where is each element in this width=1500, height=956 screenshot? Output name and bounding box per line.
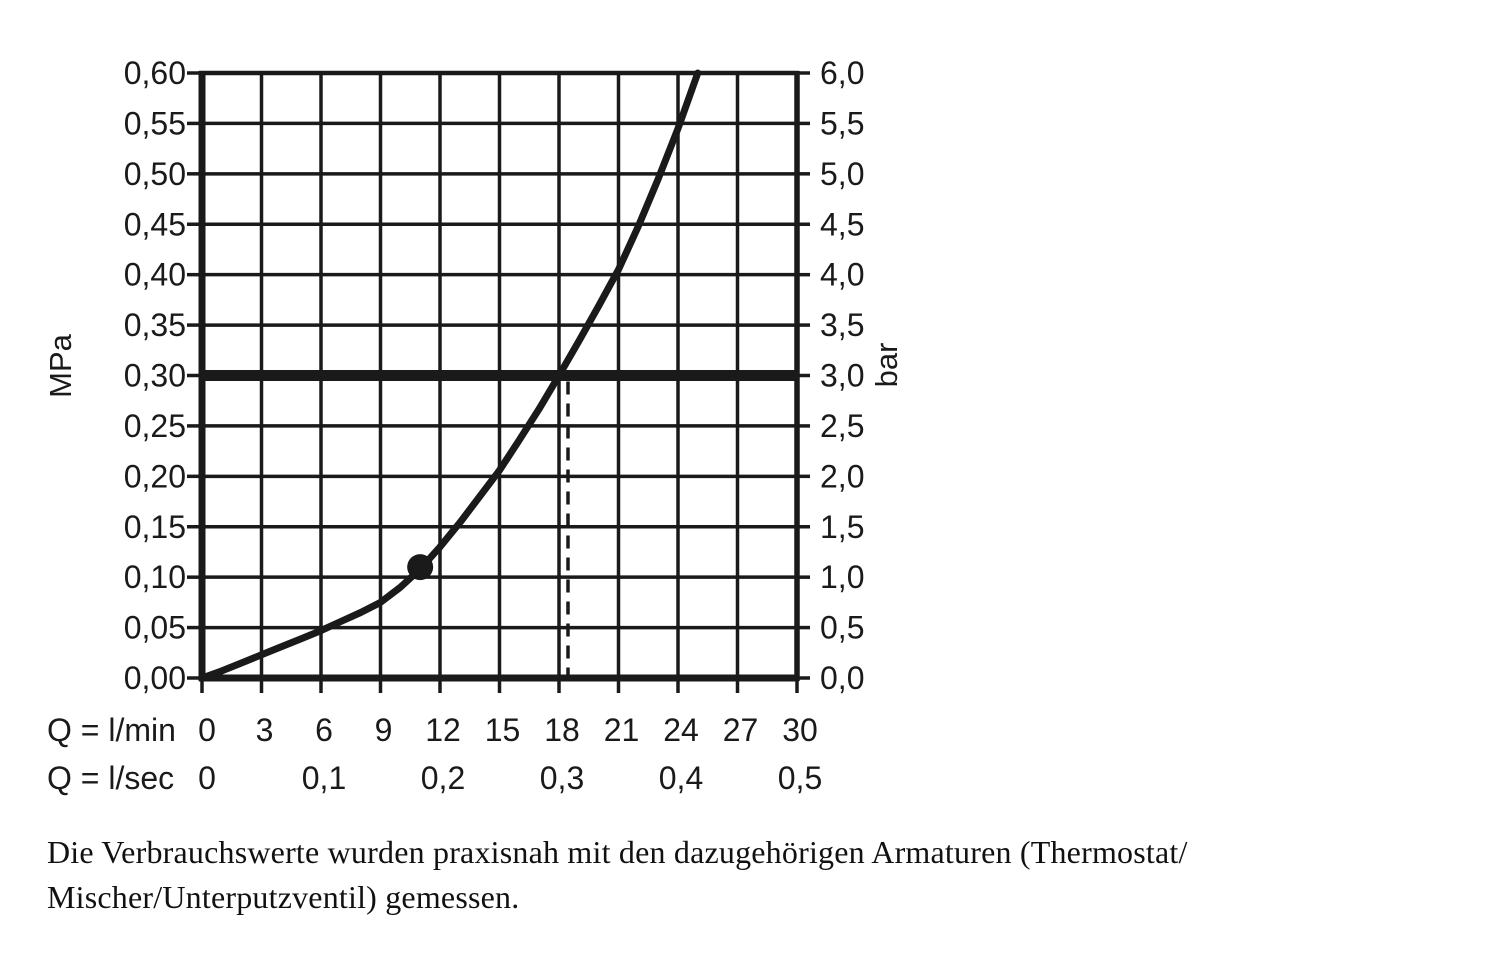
- right-axis-tick-label: 4,5: [820, 206, 864, 242]
- left-axis-tick-label: 0,45: [124, 206, 186, 242]
- x-axis-tick-label: 0,5: [778, 760, 822, 796]
- left-axis-tick-label: 0,30: [124, 358, 186, 394]
- right-axis-tick-label: 2,5: [820, 408, 864, 444]
- right-axis-tick-label: 1,5: [820, 509, 864, 545]
- x-axis-tick-label: 21: [604, 712, 640, 748]
- x-axis-tick-label: 30: [782, 712, 818, 748]
- left-axis-tick-label: 0,50: [124, 156, 186, 192]
- x-axis-tick-label: 9: [375, 712, 393, 748]
- x-axis-row-label: Q = l/min: [47, 712, 176, 748]
- caption-line-1: Die Verbrauchswerte wurden praxisnah mit…: [47, 834, 1188, 870]
- x-axis-tick-label: 18: [544, 712, 580, 748]
- right-axis-tick-label: 0,0: [820, 660, 864, 696]
- left-axis-tick-label: 0,60: [124, 55, 186, 91]
- right-axis-tick-label: 5,5: [820, 105, 864, 141]
- right-axis-tick-label: 1,0: [820, 559, 864, 595]
- left-axis-tick-label: 0,40: [124, 257, 186, 293]
- caption-line-2: Mischer/Unterputzventil) gemessen.: [47, 879, 520, 915]
- left-axis-tick-label: 0,10: [124, 559, 186, 595]
- x-axis-row-lmin: Q = l/min 0 3 6 9 12 15 18 21 24 27 30: [47, 712, 818, 748]
- grid: [202, 73, 797, 678]
- left-axis-unit-label: MPa: [43, 333, 78, 398]
- x-axis-tick-label: 0: [198, 760, 216, 796]
- right-axis-tick-label: 3,0: [820, 358, 864, 394]
- right-axis-tick-label: 5,0: [820, 156, 864, 192]
- left-axis-tick-label: 0,00: [124, 660, 186, 696]
- right-axis-tick-label: 0,5: [820, 610, 864, 646]
- right-axis-unit-label: bar: [869, 343, 904, 388]
- flow-pressure-curve: [198, 69, 702, 682]
- x-axis-tick-label: 24: [663, 712, 699, 748]
- x-axis-tick-label: 0,4: [659, 760, 703, 796]
- x-axis-tick-label: 0,2: [421, 760, 465, 796]
- x-axis-row-lsec: Q = l/sec 0 0,1 0,2 0,3 0,4 0,5: [47, 760, 822, 796]
- left-axis-tick-label: 0,20: [124, 458, 186, 494]
- left-axis-tick-label: 0,05: [124, 610, 186, 646]
- right-axis-tick-label: 3,5: [820, 307, 864, 343]
- axis-labels: 0,60 0,55 0,50 0,45 0,40 0,35 0,30 0,25 0,20 0,15…: [43, 55, 904, 696]
- left-axis-tick-label: 0,35: [124, 307, 186, 343]
- x-axis-tick-label: 0,3: [540, 760, 584, 796]
- data-point-marker: [407, 554, 434, 581]
- x-axis-tick-label: 27: [723, 712, 759, 748]
- right-axis-tick-label: 2,0: [820, 458, 864, 494]
- x-axis-tick-label: 15: [485, 712, 521, 748]
- right-axis-tick-label: 6,0: [820, 55, 864, 91]
- x-axis-tick-label: 6: [315, 712, 333, 748]
- x-axis-tick-label: 0: [198, 712, 216, 748]
- x-axis-tick-label: 12: [425, 712, 461, 748]
- caption: Die Verbrauchswerte wurden praxisnah mit…: [47, 830, 1407, 920]
- axis-ticks: [187, 71, 810, 693]
- x-axis-row-label: Q = l/sec: [47, 760, 174, 796]
- left-axis-tick-label: 0,55: [124, 105, 186, 141]
- left-axis-tick-label: 0,25: [124, 408, 186, 444]
- x-axis-tick-label: 3: [256, 712, 274, 748]
- left-axis-tick-label: 0,15: [124, 509, 186, 545]
- right-axis-tick-label: 4,0: [820, 257, 864, 293]
- x-axis-tick-label: 0,1: [302, 760, 346, 796]
